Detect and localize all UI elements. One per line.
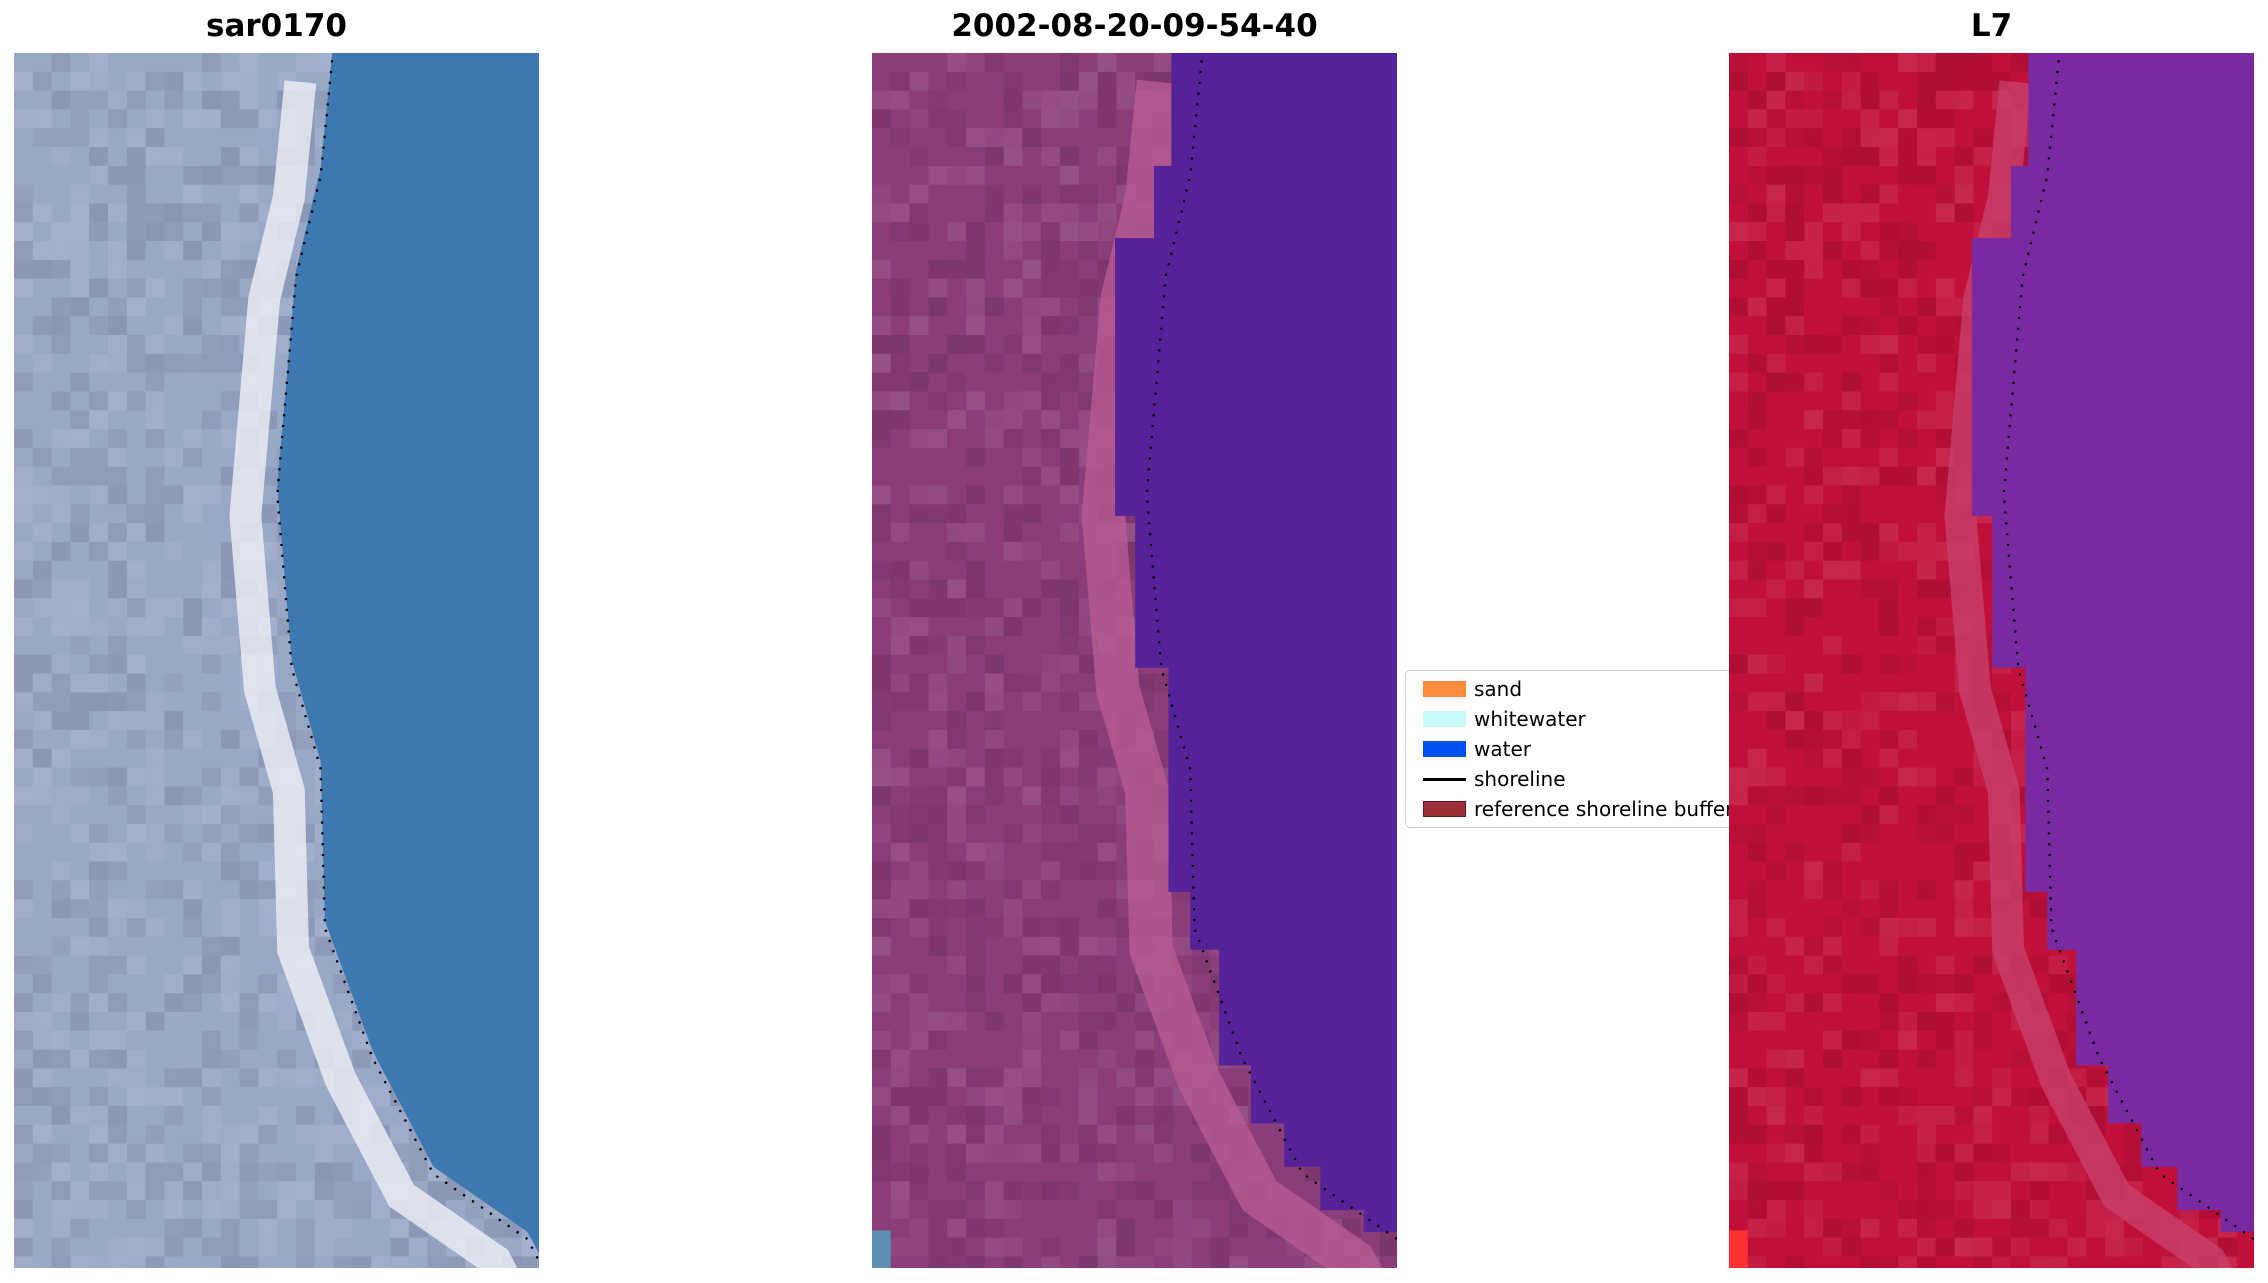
whitewater-swatch <box>1423 711 1466 727</box>
water-area <box>1971 53 2254 1268</box>
buffer-swatch <box>1423 801 1466 817</box>
panel-title-index: L7 <box>1970 8 2013 44</box>
shoreline-dots <box>1145 60 1397 1242</box>
shoreline-line-icon <box>1423 778 1466 781</box>
classified-image-panel <box>872 53 1397 1268</box>
corner-pixel <box>1729 1230 1748 1268</box>
water-area <box>277 53 539 1268</box>
beach-strip <box>229 80 518 1268</box>
water-swatch <box>1423 741 1466 757</box>
legend: sand whitewater water shoreline referenc… <box>1405 670 1767 828</box>
sand-swatch <box>1423 681 1466 697</box>
water-area <box>1114 53 1397 1268</box>
index-image-panel <box>1729 53 2254 1268</box>
rgb-image-panel <box>14 53 539 1268</box>
panel-title-rgb: sar0170 <box>206 8 347 44</box>
shoreline-dots <box>2002 60 2254 1242</box>
panel-title-classified: 2002-08-20-09-54-40 <box>951 8 1318 44</box>
shoreline-dots <box>276 60 539 1262</box>
corner-pixel <box>872 1230 891 1268</box>
